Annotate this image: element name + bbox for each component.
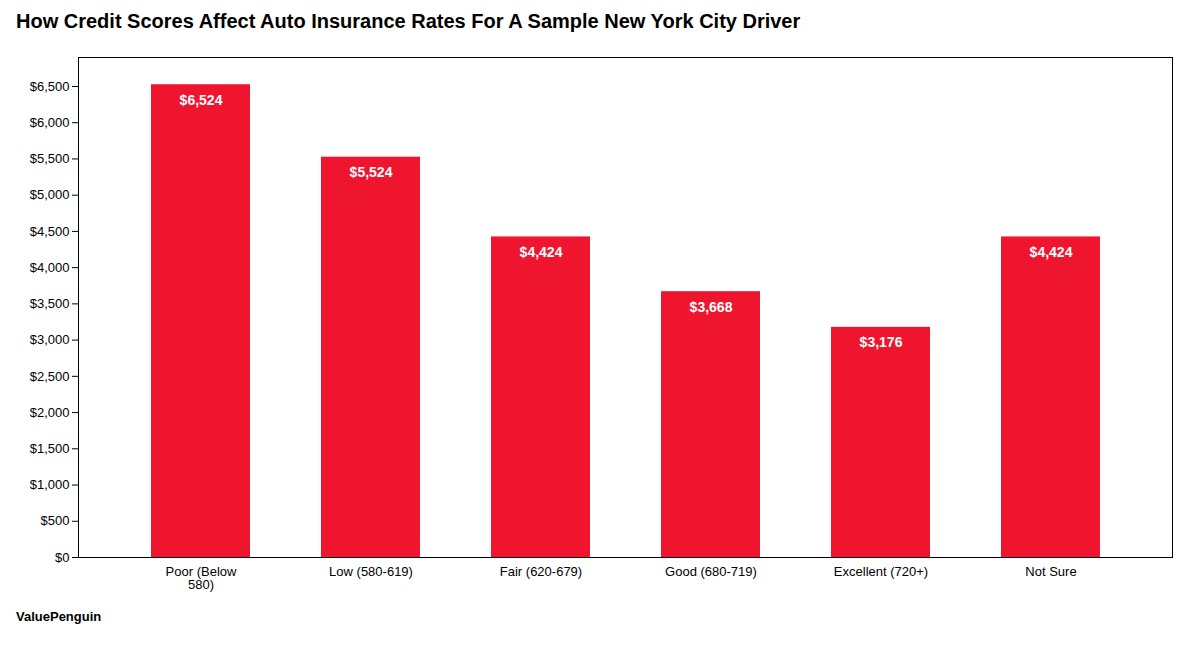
svg-text:$3,500: $3,500 (30, 296, 70, 311)
svg-text:Not Sure: Not Sure (1025, 564, 1076, 579)
svg-text:$0: $0 (55, 550, 69, 565)
svg-text:$6,524: $6,524 (180, 92, 223, 108)
svg-text:$6,000: $6,000 (30, 115, 70, 130)
svg-text:$500: $500 (41, 513, 70, 528)
svg-text:Excellent (720+): Excellent (720+) (834, 564, 928, 579)
svg-text:$5,524: $5,524 (350, 164, 393, 180)
svg-text:$4,424: $4,424 (520, 244, 563, 260)
svg-text:$1,500: $1,500 (30, 441, 70, 456)
svg-text:$6,500: $6,500 (30, 79, 70, 94)
svg-text:$5,000: $5,000 (30, 187, 70, 202)
svg-text:$2,000: $2,000 (30, 405, 70, 420)
svg-text:$1,000: $1,000 (30, 477, 70, 492)
svg-text:$3,176: $3,176 (860, 334, 903, 350)
svg-text:$4,000: $4,000 (30, 260, 70, 275)
svg-text:$3,000: $3,000 (30, 332, 70, 347)
svg-text:Poor (Below580): Poor (Below580) (166, 564, 237, 592)
html-text:How Credit Scores Affect Auto: How Credit Scores Affect Auto Insurance … (16, 10, 801, 32)
svg-text:$5,500: $5,500 (30, 151, 70, 166)
html-text:ValuePenguin: ValuePenguin (16, 609, 102, 624)
svg-text:Fair (620-679): Fair (620-679) (500, 564, 582, 579)
svg-text:$3,668: $3,668 (690, 299, 733, 315)
svg-text:Low (580-619): Low (580-619) (329, 564, 413, 579)
svg-text:$4,424: $4,424 (1030, 244, 1073, 260)
svg-text:$2,500: $2,500 (30, 369, 70, 384)
svg-text:Good (680-719): Good (680-719) (665, 564, 757, 579)
svg-text:$4,500: $4,500 (30, 224, 70, 239)
